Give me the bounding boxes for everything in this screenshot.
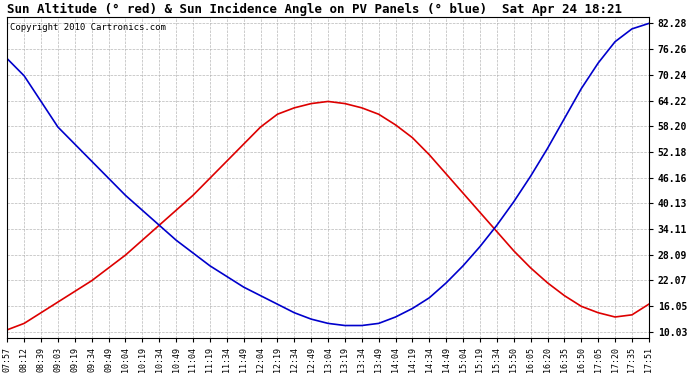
- Text: Sun Altitude (° red) & Sun Incidence Angle on PV Panels (° blue)  Sat Apr 24 18:: Sun Altitude (° red) & Sun Incidence Ang…: [8, 3, 622, 16]
- Text: Copyright 2010 Cartronics.com: Copyright 2010 Cartronics.com: [10, 24, 166, 33]
